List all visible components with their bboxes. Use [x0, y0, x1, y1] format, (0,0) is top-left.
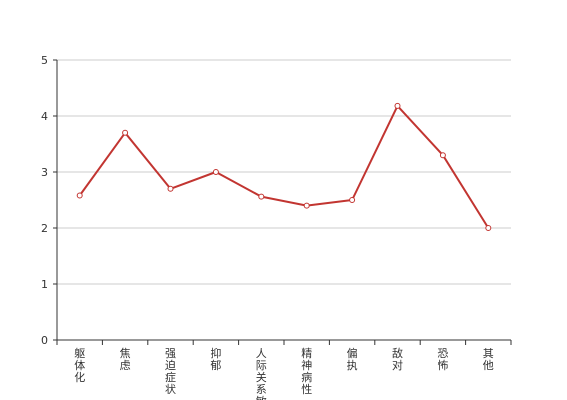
grid-lines: [57, 59, 511, 285]
x-tick-label: 偏执: [347, 346, 358, 372]
x-tick-label-char: 他: [483, 359, 494, 372]
data-point: [485, 225, 492, 231]
x-tick-label-char: 人: [256, 347, 267, 360]
x-tick-label-char: 执: [347, 358, 358, 372]
x-tick-label-char: 怖: [437, 358, 448, 372]
x-tick-label-char: 虑: [120, 359, 131, 372]
x-tick-label-char: 病: [301, 370, 312, 384]
series-line-path: [78, 104, 490, 229]
x-tick-label-char: 偏: [347, 346, 358, 360]
data-point: [303, 202, 310, 209]
x-tick-label: 人际关系敏感: [256, 347, 267, 400]
data-point: [167, 185, 174, 192]
data-point: [212, 169, 219, 175]
x-tick-label: 恐怖: [437, 347, 448, 372]
x-tick-label: 躯体化: [74, 347, 85, 384]
x-tick-label-char: 躯: [74, 347, 85, 360]
x-tick-label-char: 郁: [210, 358, 221, 372]
data-point: [394, 102, 401, 109]
data-point: [76, 192, 83, 199]
x-tick-label-char: 对: [392, 358, 403, 372]
x-tick-label-char: 抑: [210, 346, 221, 360]
x-tick-label-char: 际: [256, 359, 267, 372]
x-tick-label-char: 体: [74, 358, 85, 372]
x-tick-label: 抑郁: [210, 346, 221, 372]
x-tick-label-char: 精: [301, 347, 312, 360]
y-tick-labels: 0 1 2 3 4 5: [41, 54, 48, 347]
x-tick-label: 其他: [483, 347, 494, 372]
axes: [53, 59, 512, 345]
x-tick-label-char: 神: [301, 358, 312, 372]
x-tick-label: 精神病性: [301, 347, 312, 396]
x-tick-label-char: 敌: [392, 346, 403, 360]
x-tick-label-char: 敏: [256, 394, 267, 400]
x-tick-label: 强迫症状: [165, 347, 176, 396]
x-tick-label-char: 迫: [165, 358, 176, 372]
data-points: [76, 102, 492, 231]
series-line: [78, 104, 490, 229]
y-tick-label: 0: [41, 334, 48, 347]
y-tick-label: 3: [41, 166, 48, 179]
data-point: [258, 193, 265, 200]
x-tick-label: 焦虑: [120, 347, 131, 372]
y-tick-label: 5: [41, 54, 48, 67]
x-tick-label-char: 焦: [120, 347, 131, 360]
y-tick-label: 4: [41, 110, 48, 123]
x-tick-label-char: 恐: [437, 347, 448, 360]
x-tick-label-char: 状: [165, 382, 176, 396]
x-tick-label-char: 化: [74, 370, 85, 384]
x-tick-label-char: 关: [256, 370, 267, 384]
y-tick-label: 2: [41, 222, 48, 235]
data-point: [439, 152, 446, 159]
x-tick-label-char: 系: [256, 383, 267, 396]
data-point: [122, 129, 129, 136]
x-tick-label: 敌对: [392, 346, 403, 372]
x-tick-labels: 躯体化 焦虑 强迫症状 抑郁 人际关系敏感 精神病性 偏执 敌对 恐怖 其他: [74, 346, 494, 400]
x-tick-label-char: 症: [165, 370, 176, 384]
x-tick-label-char: 强: [165, 347, 176, 360]
data-point: [349, 197, 356, 203]
x-tick-label-char: 性: [301, 382, 312, 396]
x-tick-label-char: 其: [483, 347, 494, 360]
y-tick-label: 1: [41, 278, 48, 291]
